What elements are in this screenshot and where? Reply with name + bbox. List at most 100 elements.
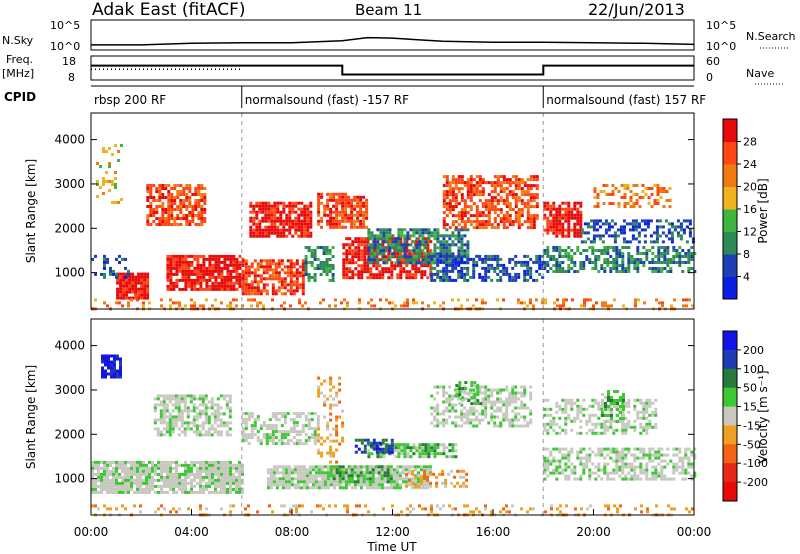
echo-cell (196, 469, 199, 473)
echo-cell (102, 180, 105, 183)
echo-cell (585, 249, 589, 252)
echo-cell (505, 226, 509, 230)
echo-cell (143, 272, 147, 276)
echo-cell (302, 486, 306, 490)
echo-cell (573, 270, 577, 273)
echo-cell (267, 201, 271, 205)
echo-cell (552, 216, 556, 220)
echo-cell (535, 202, 539, 206)
echo-cell (182, 214, 186, 217)
echo-cell (484, 223, 488, 227)
echo-cell (292, 421, 296, 425)
echo-cell (481, 211, 485, 215)
echo-cell (188, 220, 192, 223)
echo-cell (112, 460, 115, 464)
echo-cell (403, 240, 407, 244)
colorbar-band (723, 141, 737, 165)
echo-cell (335, 216, 339, 220)
echo-cell (493, 184, 497, 188)
echo-cell (418, 255, 422, 259)
echo-cell (186, 394, 190, 398)
echo-cell (496, 272, 500, 276)
echo-cell (579, 264, 583, 267)
echo-cell (310, 436, 314, 440)
echo-cell (618, 252, 622, 255)
echo-cell (460, 187, 464, 191)
echo-cell (201, 397, 205, 401)
echo-cell (201, 412, 205, 416)
echo-cell (169, 475, 172, 479)
echo-cell (220, 460, 223, 464)
echo-cell (445, 193, 449, 197)
echo-cell (493, 196, 497, 200)
echo-cell (311, 480, 315, 484)
echo-cell (226, 287, 230, 291)
echo-cell (407, 465, 411, 469)
nave-label: Nave (746, 67, 774, 80)
echo-cell (466, 246, 470, 250)
echo-cell (193, 490, 196, 494)
echo-cell (454, 234, 458, 238)
echo-cell (676, 234, 680, 238)
echo-cell (271, 412, 275, 416)
echo-cell (96, 180, 99, 183)
echo-cell (460, 220, 464, 224)
echo-cell (161, 202, 165, 205)
echo-cell (484, 257, 488, 261)
echo-cell (200, 220, 204, 223)
echo-cell (383, 474, 387, 478)
echo-cell (445, 228, 449, 232)
echo-cell (460, 234, 464, 238)
echo-cell (457, 275, 461, 279)
echo-cell (363, 267, 367, 271)
echo-cell (493, 175, 497, 179)
echo-cell (198, 433, 202, 437)
echo-cell (232, 475, 235, 479)
echo-cell (306, 204, 310, 208)
echo-cell (555, 207, 559, 211)
echo-cell (376, 234, 380, 238)
echo-cell (91, 484, 94, 488)
echo-cell (201, 424, 205, 428)
echo-cell (514, 214, 518, 218)
echo-cell (393, 252, 397, 256)
echo-cell (114, 144, 117, 147)
echo-cell (354, 255, 358, 259)
echo-cell (496, 226, 500, 230)
echo-cell (666, 258, 670, 261)
echo-cell (433, 261, 437, 265)
echo-cell (152, 196, 156, 199)
echo-cell (457, 211, 461, 215)
echo-cell (555, 249, 559, 252)
echo-cell (472, 304, 475, 308)
echo-cell (225, 424, 229, 428)
echo-cell (368, 474, 372, 478)
echo-cell (216, 424, 220, 428)
echo-cell (442, 249, 446, 253)
echo-cell (638, 205, 642, 208)
echo-cell (342, 267, 346, 271)
echo-cell (91, 460, 94, 464)
echo-cell (442, 190, 446, 194)
echo-cell (282, 204, 286, 208)
echo-cell (128, 296, 132, 300)
echo-cell (223, 278, 227, 282)
echo-cell (526, 304, 529, 308)
echo-cell (160, 460, 163, 464)
echo-cell (191, 220, 195, 223)
echo-cell (408, 252, 412, 256)
echo-cell (451, 196, 455, 200)
echo-cell (567, 267, 571, 270)
echo-cell (342, 243, 346, 247)
echo-cell (631, 222, 635, 226)
echo-cell (558, 213, 562, 217)
echo-cell (463, 184, 467, 188)
echo-cell (238, 484, 241, 488)
echo-cell (304, 415, 308, 419)
echo-cell (317, 468, 321, 472)
echo-cell (445, 397, 449, 401)
echo-cell (448, 243, 452, 247)
echo-cell (451, 263, 455, 267)
echo-cell (422, 465, 426, 469)
echo-cell (202, 287, 206, 291)
